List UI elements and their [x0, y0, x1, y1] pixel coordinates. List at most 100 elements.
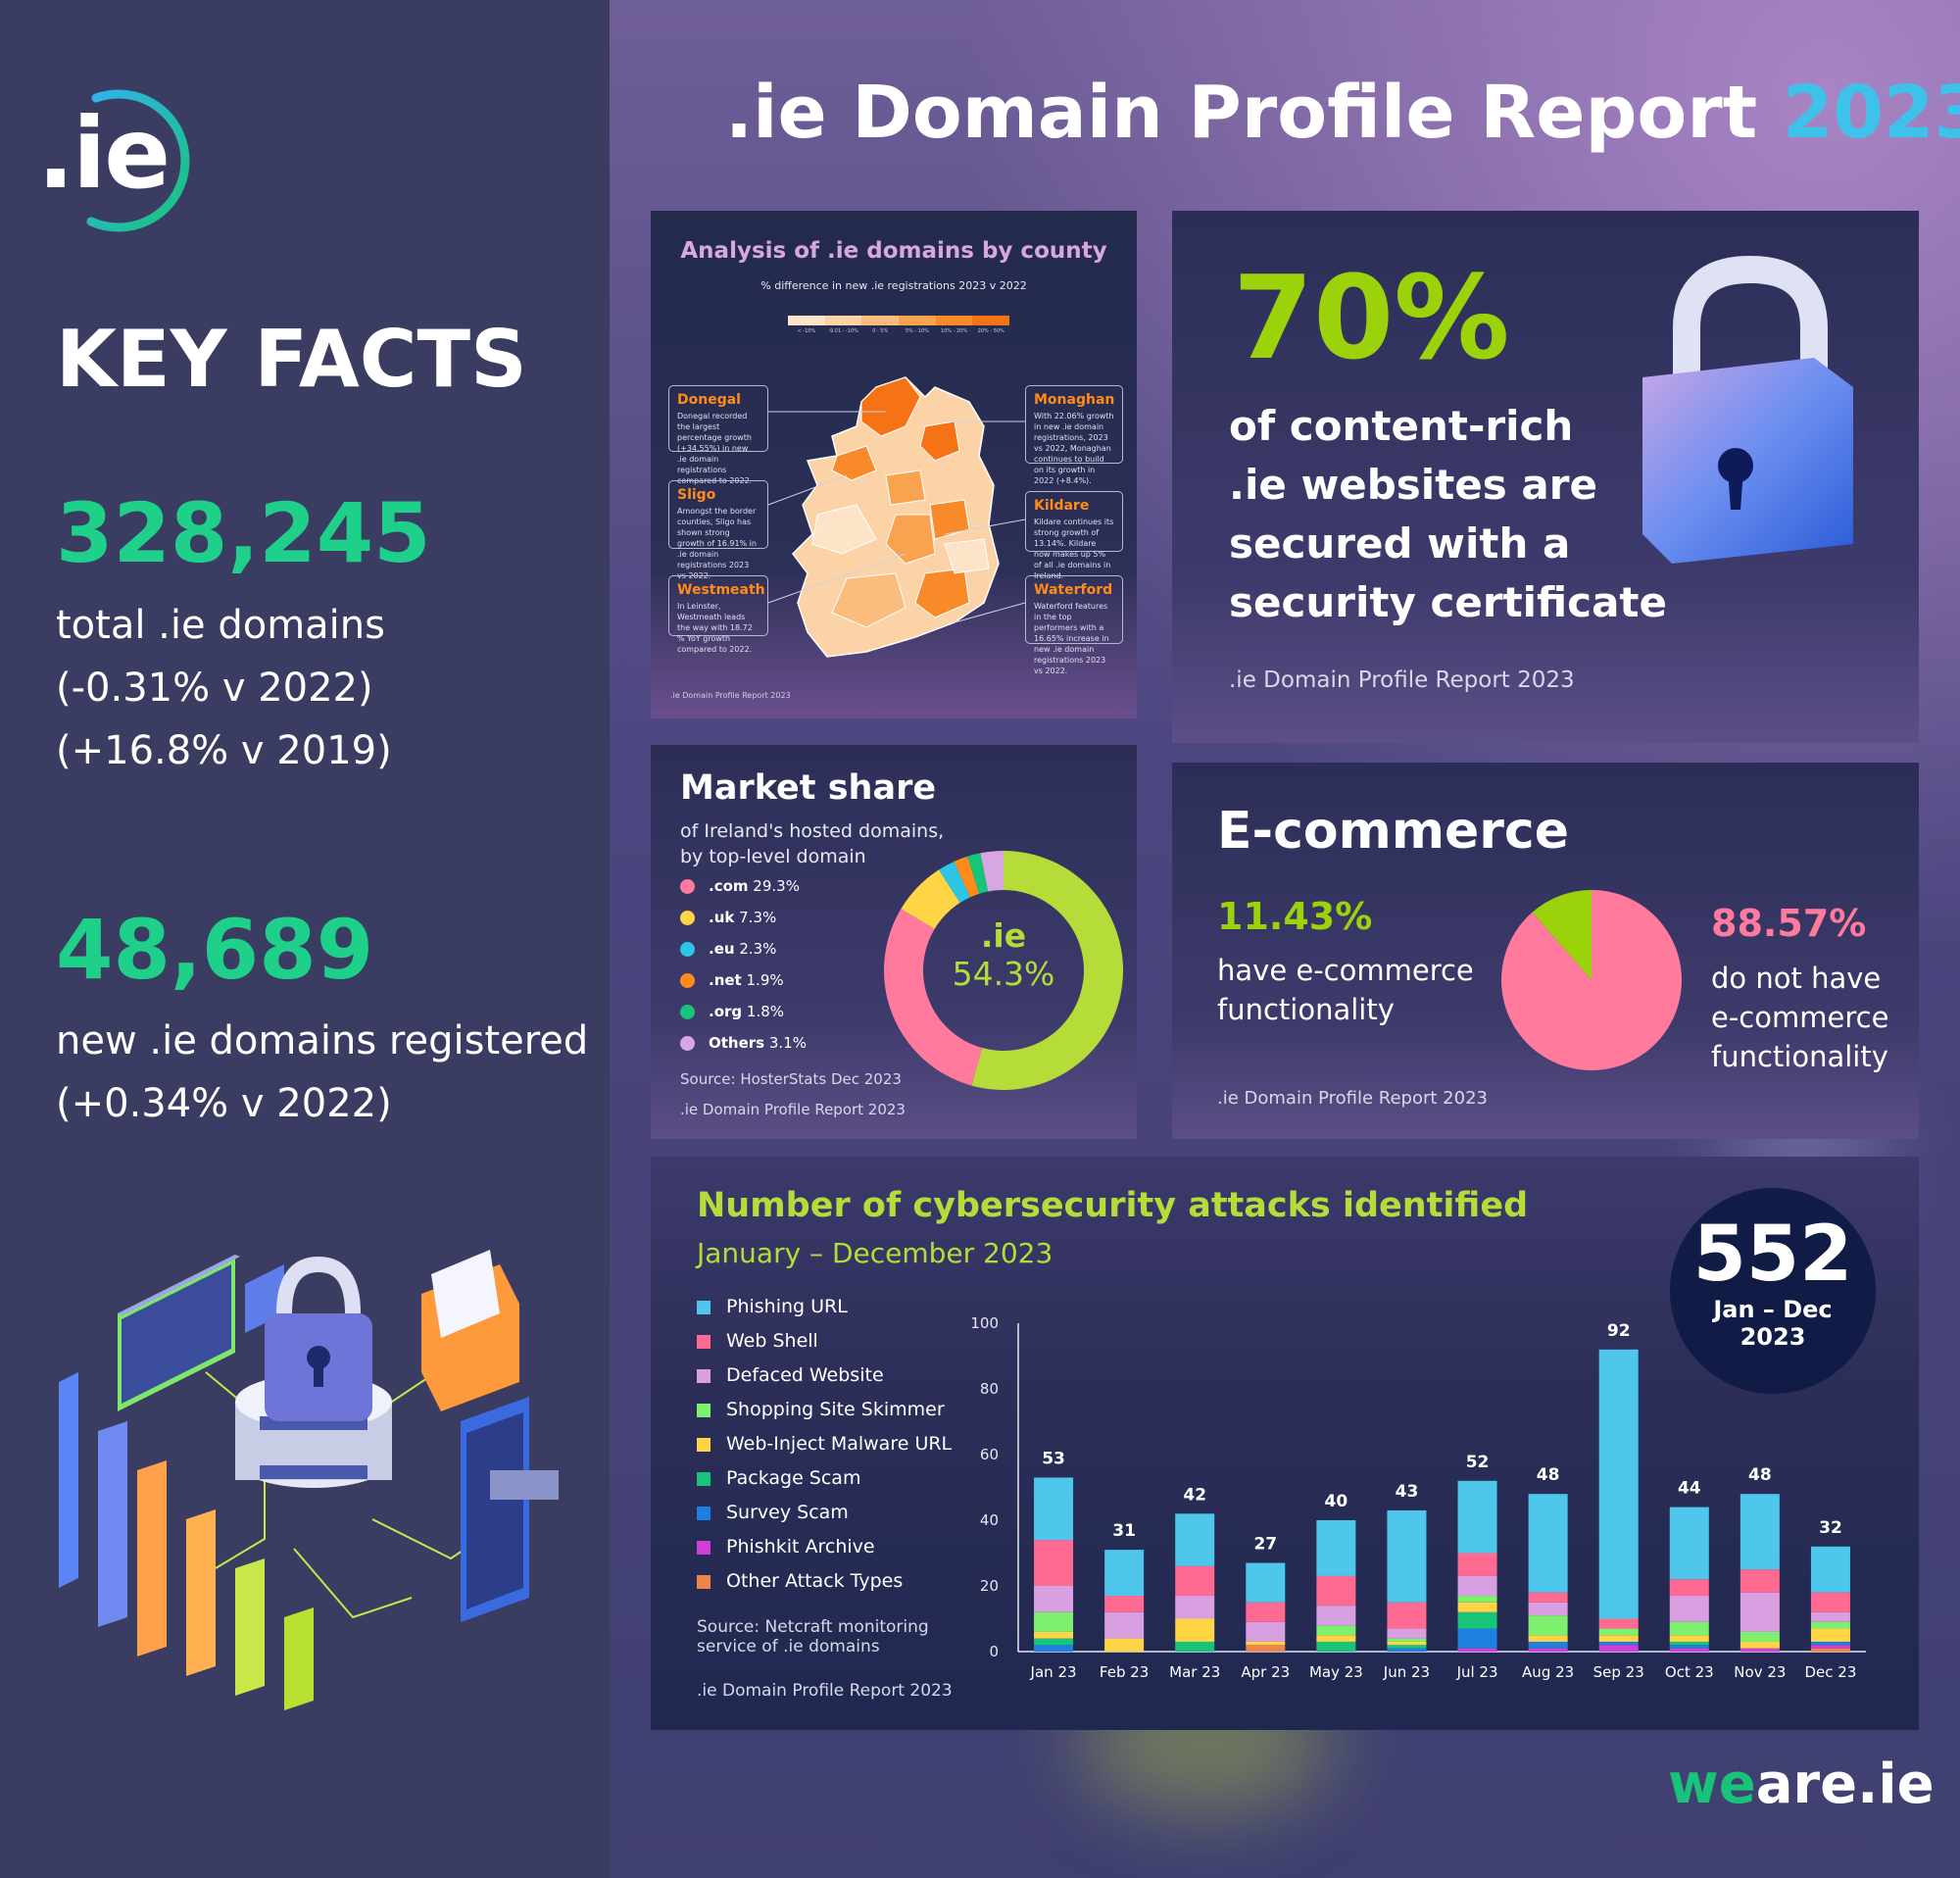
market-legend-item: .com 29.3% — [680, 877, 807, 909]
bar-segment — [1810, 1645, 1850, 1649]
cyber-legend: Phishing URL Web Shell Defaced Website Shop… — [697, 1296, 952, 1605]
scale-swatch — [899, 316, 936, 325]
x-tick-label: Aug 23 — [1522, 1663, 1574, 1681]
legend-marker — [680, 911, 695, 925]
security-text: of content-rich .ie websites are secured… — [1229, 402, 1667, 626]
legend-label: Web-Inject Malware URL — [726, 1433, 953, 1455]
bar-segment — [1598, 1635, 1639, 1642]
bar-total-label: 48 — [1748, 1465, 1772, 1485]
bar-total-label: 48 — [1537, 1465, 1560, 1485]
bar-segment — [1316, 1520, 1356, 1576]
market-legend: .com 29.3% .uk 7.3% .eu 2.3% .net 1.9% .org … — [680, 877, 807, 1065]
bar-segment — [1387, 1509, 1427, 1603]
bar-total-label: 53 — [1042, 1449, 1065, 1468]
bar-segment — [1810, 1592, 1850, 1612]
donut-slice — [971, 851, 1123, 1090]
legend-value: 1.9% — [741, 971, 784, 989]
bar-segment — [1598, 1618, 1639, 1629]
report-title-year: 2023 — [1782, 71, 1960, 155]
bar-segment — [1528, 1635, 1568, 1642]
x-tick-label: Sep 23 — [1593, 1663, 1644, 1681]
legend-label: Shopping Site Skimmer — [726, 1399, 945, 1420]
ie-logo: .ie — [37, 86, 223, 233]
bar-segment — [1175, 1565, 1215, 1597]
bar-segment — [1740, 1592, 1780, 1632]
bar-segment — [1034, 1611, 1074, 1632]
security-card: 70% of content-rich .ie websites are sec… — [1172, 211, 1919, 743]
y-tick-label: 40 — [980, 1511, 999, 1529]
market-share-card: Market share of Ireland's hosted domains… — [651, 745, 1137, 1139]
bar-segment — [1810, 1628, 1850, 1642]
bar-segment — [1387, 1641, 1427, 1646]
bar-segment — [1104, 1550, 1145, 1597]
bar-total-label: 31 — [1112, 1521, 1136, 1541]
x-tick-label: Feb 23 — [1100, 1663, 1149, 1681]
bar-segment — [1387, 1645, 1427, 1649]
bar-segment — [1669, 1648, 1709, 1652]
bar-segment — [1740, 1569, 1780, 1593]
legend-marker — [680, 1005, 695, 1019]
x-tick-label: Mar 23 — [1169, 1663, 1220, 1681]
y-tick-label: 60 — [980, 1446, 999, 1463]
legend-label: Package Scam — [726, 1467, 861, 1489]
market-legend-item: .org 1.8% — [680, 1003, 807, 1034]
legend-marker — [697, 1506, 710, 1520]
bar-segment — [1528, 1494, 1568, 1593]
scale-swatch — [972, 316, 1010, 325]
cyber-subtitle: January – December 2023 — [697, 1237, 1054, 1269]
x-tick-label: Jul 23 — [1456, 1663, 1498, 1681]
total-domains-text: total .ie domains (-0.31% v 2022) (+16.8… — [56, 603, 392, 773]
bar-segment — [1669, 1596, 1709, 1622]
logo-text: .ie — [37, 96, 171, 211]
bar-segment — [1740, 1631, 1780, 1642]
scale-label: 10% - 20% — [940, 328, 968, 334]
bar-segment — [1598, 1628, 1639, 1636]
y-tick-label: 80 — [980, 1380, 999, 1398]
bar-segment — [1457, 1575, 1497, 1597]
scale-swatch — [935, 316, 973, 325]
scale-label: < -10% — [797, 328, 816, 334]
bar-total-label: 27 — [1253, 1535, 1277, 1555]
bar-segment — [1810, 1648, 1850, 1652]
market-source: Source: HosterStats Dec 2023 — [680, 1070, 902, 1088]
cyber-card: Number of cybersecurity attacks identifi… — [651, 1157, 1919, 1730]
county-footer: .ie Domain Profile Report 2023 — [670, 691, 791, 700]
ireland-map — [788, 368, 1013, 662]
bar-segment — [1457, 1596, 1497, 1603]
legend-marker — [680, 1036, 695, 1051]
bar-segment — [1316, 1635, 1356, 1642]
key-facts-heading: KEY FACTS — [56, 314, 527, 405]
market-center-label: .ie 54.3% — [952, 916, 1055, 993]
bar-segment — [1528, 1602, 1568, 1616]
market-legend-item: .net 1.9% — [680, 971, 807, 1003]
county-color-scale: < -10% -9.01 - -10% 0 - 5% 5% - 10% 10% - 20… — [788, 316, 1010, 339]
bar-segment — [1175, 1641, 1215, 1652]
bar-segment — [1175, 1513, 1215, 1566]
bar-segment — [1246, 1562, 1286, 1603]
bar-segment — [1669, 1641, 1709, 1646]
pie-slice — [1532, 890, 1592, 980]
bar-segment — [1598, 1645, 1639, 1652]
bar-segment — [1104, 1596, 1145, 1612]
bar-segment — [1034, 1645, 1074, 1652]
bar-total-label: 42 — [1183, 1485, 1206, 1505]
report-title: .ie Domain Profile Report 2023 — [725, 71, 1960, 155]
legend-value: 7.3% — [734, 909, 777, 926]
legend-label: Survey Scam — [726, 1502, 849, 1523]
bar-segment — [1528, 1641, 1568, 1649]
cyber-footer: .ie Domain Profile Report 2023 — [697, 1681, 953, 1701]
bar-segment — [1669, 1579, 1709, 1597]
ecommerce-card: E-commerce 11.43% have e-commerce functi… — [1172, 763, 1919, 1139]
cyber-legend-item: Survey Scam — [697, 1502, 952, 1536]
county-callout-waterford: Waterford Waterford features in the top p… — [1025, 575, 1123, 675]
bar-segment — [1598, 1349, 1639, 1619]
bar-total-label: 92 — [1607, 1321, 1631, 1341]
report-title-main: .ie Domain Profile Report — [725, 71, 1783, 155]
scale-label: 20% - 50% — [977, 328, 1004, 334]
scale-swatch — [788, 316, 825, 325]
donut-slice — [967, 853, 989, 894]
market-legend-item: Others 3.1% — [680, 1034, 807, 1065]
ecommerce-title: E-commerce — [1217, 802, 1570, 861]
bar-total-label: 52 — [1466, 1453, 1490, 1472]
bar-segment — [1598, 1641, 1639, 1646]
